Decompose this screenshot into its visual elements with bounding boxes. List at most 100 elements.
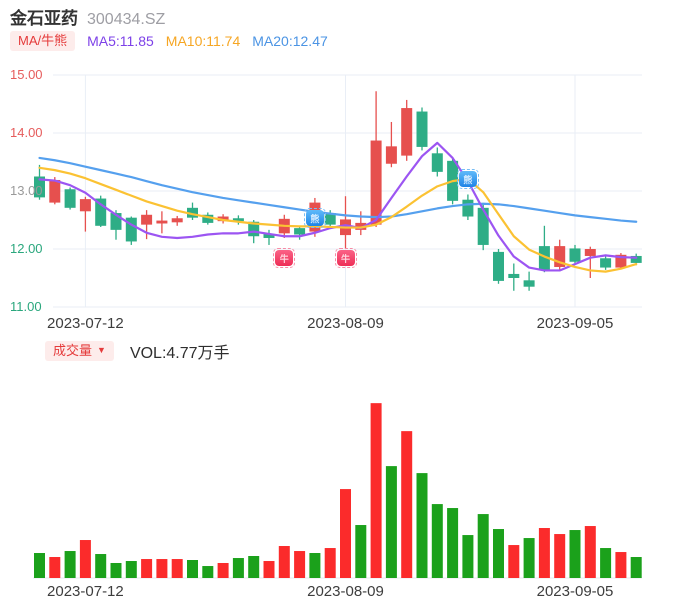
volume-bar[interactable]	[278, 546, 290, 578]
candle[interactable]	[493, 251, 504, 281]
candle[interactable]	[263, 233, 275, 238]
volume-bar[interactable]	[156, 559, 168, 578]
bear-marker-icon[interactable]: 熊	[456, 169, 479, 190]
candle[interactable]	[171, 218, 183, 223]
candle[interactable]	[324, 213, 336, 225]
volume-bar[interactable]	[523, 538, 535, 578]
volume-bar[interactable]	[79, 540, 91, 578]
bull-marker-glyph: 牛	[275, 250, 294, 267]
volume-bar[interactable]	[370, 403, 382, 578]
candle[interactable]	[79, 199, 91, 212]
volume-bar[interactable]	[508, 545, 520, 578]
candle[interactable]	[462, 199, 474, 217]
volume-bar[interactable]	[584, 526, 596, 578]
volume-bar[interactable]	[493, 529, 504, 578]
candle[interactable]	[523, 280, 535, 287]
x-axis-label: 2023-09-05	[536, 583, 614, 600]
y-axis-label: 15.00	[10, 67, 43, 82]
volume-selector-label: 成交量	[53, 342, 93, 358]
candle[interactable]	[187, 207, 198, 218]
volume-bar[interactable]	[324, 548, 336, 578]
volume-bar[interactable]	[49, 557, 61, 578]
candle[interactable]	[248, 221, 260, 237]
volume-bar[interactable]	[416, 473, 428, 578]
volume-bar[interactable]	[615, 552, 627, 578]
candle[interactable]	[584, 249, 596, 256]
x-axis-label: 2023-07-12	[47, 583, 124, 600]
volume-bar[interactable]	[95, 554, 107, 578]
ma-legend: MA/牛熊 MA5:11.85 MA10:11.74 MA20:12.47	[10, 31, 328, 52]
candle[interactable]	[217, 216, 229, 222]
volume-bar[interactable]	[141, 559, 153, 578]
candle[interactable]	[615, 254, 627, 268]
volume-bar[interactable]	[171, 559, 183, 578]
candle[interactable]	[630, 255, 642, 263]
volume-bar[interactable]	[355, 525, 367, 578]
volume-bar[interactable]	[309, 553, 321, 578]
candle[interactable]	[416, 111, 428, 147]
volume-bar[interactable]	[202, 566, 214, 578]
volume-bar[interactable]	[477, 514, 489, 578]
candle[interactable]	[141, 214, 153, 225]
candle[interactable]	[156, 220, 168, 224]
candle[interactable]	[64, 189, 76, 208]
candle[interactable]	[355, 222, 367, 230]
volume-bar[interactable]	[294, 551, 306, 578]
candle[interactable]	[401, 108, 413, 156]
x-axis-label: 2023-07-12	[47, 315, 124, 332]
candle[interactable]	[431, 153, 443, 172]
volume-bar[interactable]	[385, 466, 397, 578]
volume-bar[interactable]	[554, 534, 566, 578]
volume-bar[interactable]	[431, 504, 443, 578]
candle[interactable]	[232, 218, 244, 222]
x-axis-label: 2023-09-05	[536, 315, 614, 332]
ma-indicator-selector[interactable]: MA/牛熊	[10, 31, 76, 52]
volume-legend: 成交量 ▼ VOL:4.77万手	[45, 339, 230, 363]
volume-bar[interactable]	[447, 508, 459, 578]
volume-bar[interactable]	[600, 548, 612, 578]
candle[interactable]	[385, 146, 397, 164]
volume-bar[interactable]	[462, 535, 474, 578]
bull-marker-icon[interactable]: 牛	[334, 248, 357, 269]
volume-bar[interactable]	[217, 562, 229, 578]
candle[interactable]	[600, 258, 612, 268]
volume-bar[interactable]	[232, 558, 244, 578]
candle[interactable]	[554, 246, 566, 267]
volume-bar[interactable]	[263, 561, 275, 578]
candle[interactable]	[569, 248, 581, 262]
volume-bar[interactable]	[125, 561, 137, 578]
bear-marker-icon[interactable]: 熊	[303, 208, 326, 229]
candle[interactable]	[125, 217, 137, 242]
stock-name: 金石亚药	[10, 9, 78, 28]
ma20-value: MA20:12.47	[252, 33, 328, 50]
candle[interactable]	[477, 207, 489, 245]
candle[interactable]	[202, 214, 214, 223]
volume-bar[interactable]	[630, 557, 642, 578]
candle[interactable]	[538, 246, 550, 271]
candle[interactable]	[110, 213, 122, 230]
candle[interactable]	[294, 228, 306, 235]
bear-marker-glyph: 熊	[458, 171, 477, 188]
volume-bar[interactable]	[340, 489, 351, 578]
volume-bar[interactable]	[64, 551, 76, 578]
bear-marker-glyph: 熊	[305, 210, 324, 227]
volume-bar[interactable]	[187, 560, 198, 578]
candle[interactable]	[370, 140, 382, 225]
bull-marker-icon[interactable]: 牛	[273, 248, 296, 269]
volume-bar[interactable]	[569, 530, 581, 578]
volume-bar[interactable]	[248, 556, 260, 578]
candle[interactable]	[95, 198, 107, 226]
volume-bar[interactable]	[34, 553, 45, 578]
volume-bar[interactable]	[401, 431, 413, 578]
y-axis-label: 13.00	[10, 183, 43, 198]
candle[interactable]	[34, 176, 45, 198]
volume-bar[interactable]	[110, 562, 122, 578]
candle[interactable]	[508, 273, 520, 278]
volume-indicator-selector[interactable]: 成交量 ▼	[45, 340, 114, 362]
candle[interactable]	[49, 179, 61, 203]
volume-bar[interactable]	[538, 528, 550, 578]
y-axis-label: 14.00	[10, 125, 43, 140]
ma10-value: MA10:11.74	[165, 33, 241, 50]
